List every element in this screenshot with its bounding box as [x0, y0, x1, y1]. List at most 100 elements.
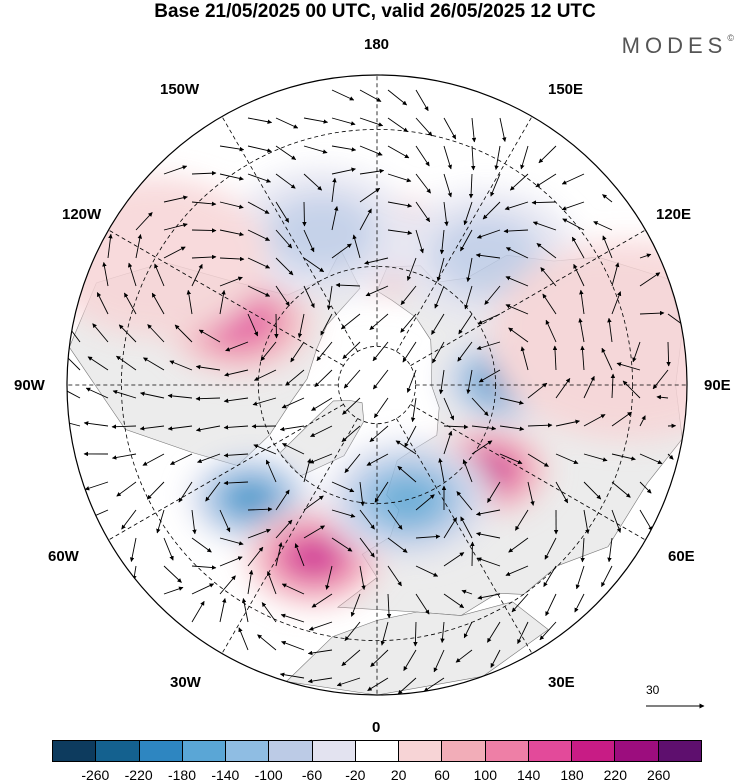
wind-vector	[223, 425, 249, 430]
wind-vector	[443, 173, 452, 198]
wind-vector	[195, 425, 221, 432]
meridian-line	[108, 404, 344, 541]
colorbar	[52, 740, 702, 762]
colorbar-swatch	[96, 741, 140, 761]
wind-vector	[461, 589, 473, 595]
wind-vector	[359, 509, 375, 530]
wind-vector	[191, 201, 217, 207]
wind-vector	[163, 195, 188, 203]
wind-vector	[341, 649, 361, 667]
wind-vector	[475, 253, 501, 259]
wind-vector	[167, 425, 193, 431]
wind-vector	[543, 565, 557, 587]
wind-vector	[639, 481, 652, 494]
wind-vector	[219, 256, 245, 262]
brand-mark: ©	[727, 33, 734, 43]
wind-vector	[163, 537, 174, 561]
wind-vector	[579, 289, 585, 315]
wind-vector	[275, 542, 283, 567]
wind-vector	[402, 341, 417, 363]
wind-vector	[561, 173, 585, 185]
wind-vector	[555, 378, 571, 399]
wind-vector	[434, 285, 445, 309]
wind-vector	[505, 276, 529, 287]
wind-vector	[611, 411, 632, 427]
land-polygon	[279, 400, 365, 477]
wind-vector	[219, 173, 244, 181]
colorbar-tick-label: 100	[473, 767, 498, 783]
wind-vector	[331, 89, 355, 101]
wind-vector	[241, 598, 249, 623]
wind-vector	[359, 208, 372, 231]
wind-vector	[247, 528, 271, 539]
wind-vector	[455, 649, 473, 663]
wind-vector	[415, 593, 430, 615]
wind-vector	[415, 173, 431, 194]
colorbar-swatch	[269, 741, 313, 761]
meridian-line	[396, 418, 533, 654]
wind-vector	[370, 649, 389, 667]
wind-vector	[274, 313, 279, 339]
wind-vector	[464, 285, 473, 310]
colorbar-swatch	[399, 741, 443, 761]
meridian-line	[396, 116, 533, 352]
wind-vector	[583, 375, 595, 399]
label-30w: 30W	[170, 674, 201, 691]
wind-vector	[575, 565, 585, 590]
wind-vector	[186, 289, 193, 315]
colorbar-swatch	[226, 741, 270, 761]
wind-vector	[261, 602, 277, 623]
wind-vector	[116, 481, 137, 497]
wind-vector	[87, 356, 109, 371]
wind-vector	[303, 173, 323, 191]
latitude-circle	[337, 345, 417, 425]
colorbar-swatch	[442, 741, 486, 761]
wind-vector	[666, 341, 671, 367]
wind-vector	[303, 257, 325, 273]
wind-vector	[311, 593, 333, 608]
colorbar-tick-label: 20	[390, 767, 407, 783]
wind-vector	[107, 233, 113, 259]
wind-vector	[247, 173, 272, 183]
colorbar-swatch	[572, 741, 616, 761]
wind-vector	[135, 212, 153, 231]
wind-vector	[387, 201, 413, 208]
wind-vector	[639, 453, 663, 465]
wind-vector	[281, 583, 305, 595]
wind-vector	[343, 369, 361, 389]
wind-vector	[374, 481, 389, 503]
wind-vector	[490, 173, 501, 197]
wind-vector	[471, 397, 489, 417]
wind-vector	[476, 341, 501, 350]
wind-vector	[460, 229, 473, 252]
wind-vector	[219, 575, 236, 595]
wind-vector	[387, 145, 410, 159]
wind-vector	[307, 649, 333, 656]
graticule	[67, 75, 687, 695]
wind-vector	[195, 396, 221, 401]
wind-vector	[102, 261, 109, 287]
wind-vector	[532, 221, 557, 231]
positive-anomaly-contour	[488, 239, 687, 442]
wind-vector	[219, 145, 245, 152]
wind-vector	[372, 369, 389, 390]
wind-vector	[154, 263, 165, 287]
wind-vector	[247, 569, 254, 595]
wind-vector	[432, 341, 445, 364]
wind-vector	[257, 634, 277, 651]
wind-vector	[443, 552, 465, 567]
wind-vector	[499, 397, 524, 405]
wind-vector	[219, 598, 227, 623]
wind-vector	[544, 537, 557, 560]
wind-vector	[275, 145, 297, 160]
wind-vector	[487, 621, 501, 643]
wind-vector	[583, 481, 602, 500]
wind-vector	[574, 593, 585, 613]
wind-vector	[285, 369, 305, 386]
wind-vector	[247, 507, 273, 512]
wind-vector	[542, 293, 557, 315]
wind-vector	[511, 593, 529, 613]
wind-vector	[443, 430, 453, 455]
map-boundary	[66, 74, 688, 696]
wind-vector	[169, 360, 193, 371]
